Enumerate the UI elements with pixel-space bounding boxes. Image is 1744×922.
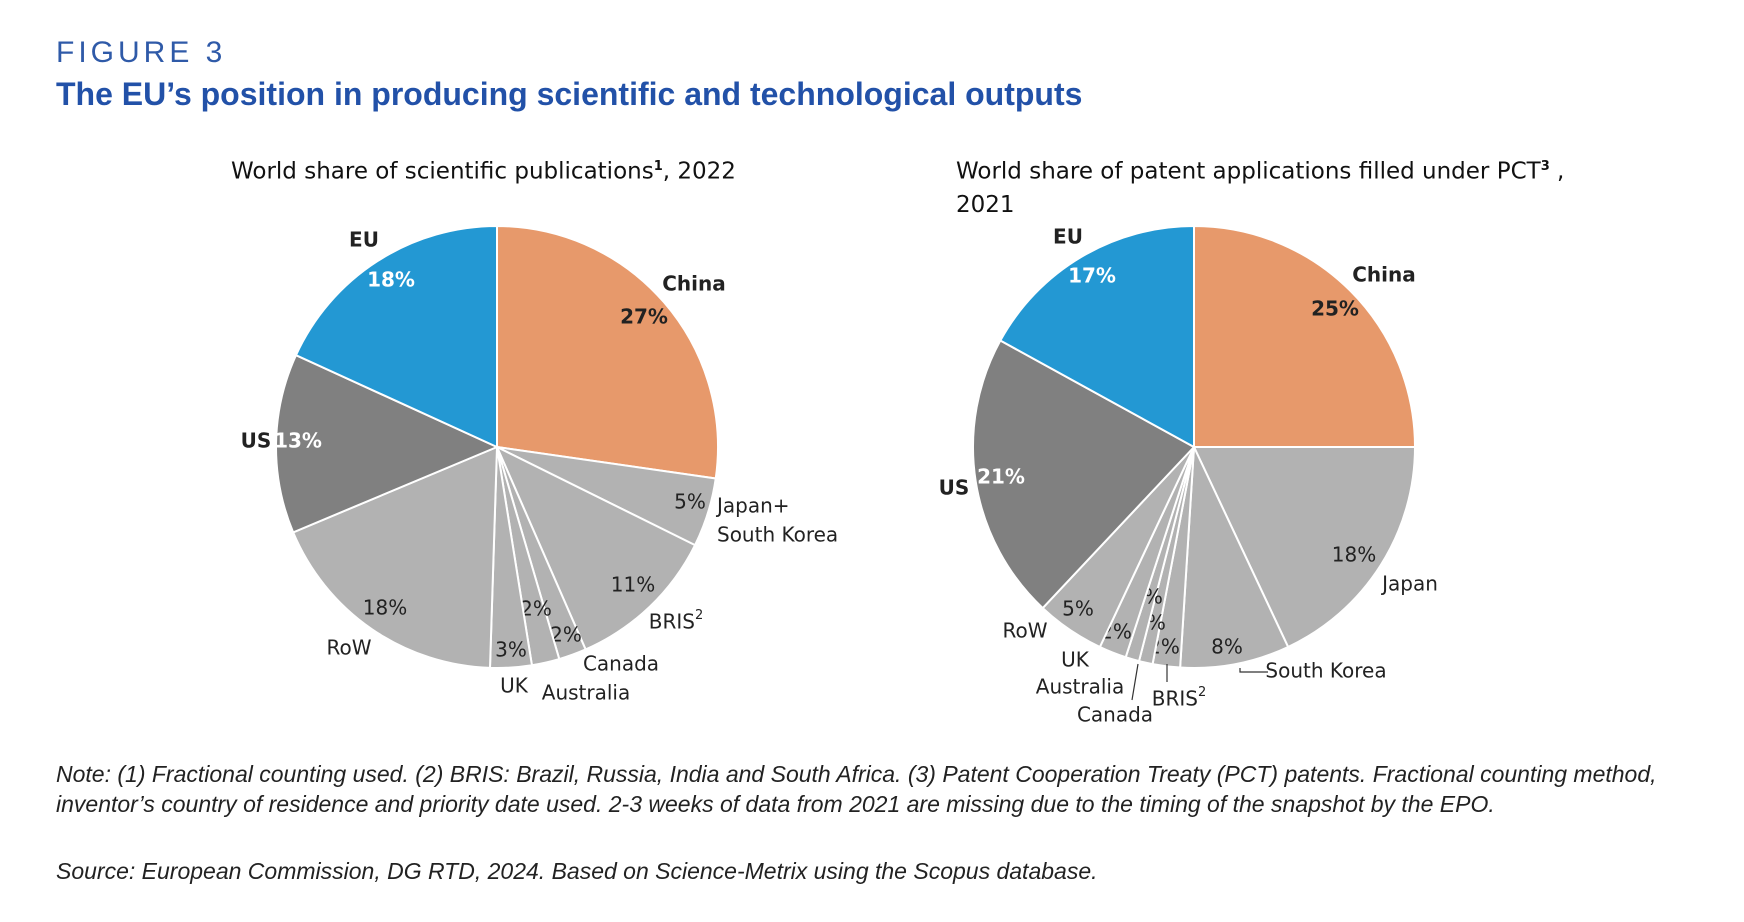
category-label-japan-south-korea: Japan+ [715,494,790,518]
category-label-australia: Australia [542,681,630,705]
chart-title-year: , 2022 [662,158,736,185]
data-label-japan-south-korea: 5% [674,490,706,514]
category-label-us: US [241,429,272,453]
data-label-china: 25% [1311,297,1359,321]
data-label-australia: 2% [520,597,552,621]
category-label-row: RoW [1002,619,1047,643]
pie-slice-us [972,339,1196,610]
category-label-australia: Australia [1036,675,1124,699]
category-label-china: China [1352,263,1416,287]
pie-slice-china [496,224,719,480]
data-label-uk: 3% [495,638,527,662]
category-label-canada: Canada [583,652,659,676]
pie-slice-bris [494,444,697,651]
data-label-bris: 11% [611,573,655,597]
category-label-row: RoW [326,636,371,660]
pie-slice-japan [1192,446,1417,649]
chart-title-text: World share of patent applications fille… [956,158,1541,185]
leader-line-south-korea [1239,668,1268,673]
pie-slice-eu [294,224,498,449]
pie-slice-south-korea [1179,446,1290,669]
figure-label: FIGURE 3 [56,36,227,69]
note-line-2: inventor’s country of residence and prio… [56,791,1495,817]
chart-title-footnote: 3 [1540,159,1550,174]
figure-title: The EU’s position in producing scientifi… [56,76,1083,112]
chart-title-text: World share of scientific publications [231,158,654,185]
category-label-south-korea: South Korea [1265,659,1386,683]
chart-title-year: 2021 [956,191,1015,218]
category-label-japan-south-korea: South Korea [717,523,838,547]
data-label-eu: 18% [367,268,415,292]
category-label-uk: UK [1061,648,1090,672]
leader-line-canada [1131,663,1139,701]
pie-slice-us [275,353,500,534]
data-label-china: 27% [620,305,668,329]
category-label-bris: BRIS2 [1152,685,1207,711]
note-line-1: Note: (1) Fractional counting used. (2) … [56,761,1657,787]
data-label-eu: 17% [1068,264,1116,288]
category-label-eu: EU [1053,225,1083,249]
source-note: Source: European Commission, DG RTD, 202… [56,858,1098,884]
category-label-canada: Canada [1077,703,1153,727]
chart-title-comma: , [1549,158,1565,185]
category-label-us: US [939,476,970,500]
category-label-bris: BRIS2 [649,608,704,634]
category-label-eu: EU [349,228,379,252]
chart-title-patents: World share of patent applications fille… [956,150,1576,222]
category-label-china: China [662,272,726,296]
chart-title-publications: World share of scientific publications1,… [231,150,736,189]
category-label-japan: Japan [1380,572,1438,596]
pie-slice-row [291,445,499,669]
data-label-us: 13% [274,429,322,453]
pie-slice-eu [998,224,1195,449]
data-label-us: 21% [977,465,1025,489]
data-label-japan: 18% [1332,543,1376,567]
data-label-row: 18% [363,596,407,620]
category-label-uk: UK [500,674,529,698]
chart-title-footnote: 1 [653,159,663,174]
pie-slice-china [1193,224,1417,448]
data-label-row: 5% [1062,597,1094,621]
data-label-south-korea: 8% [1211,635,1243,659]
